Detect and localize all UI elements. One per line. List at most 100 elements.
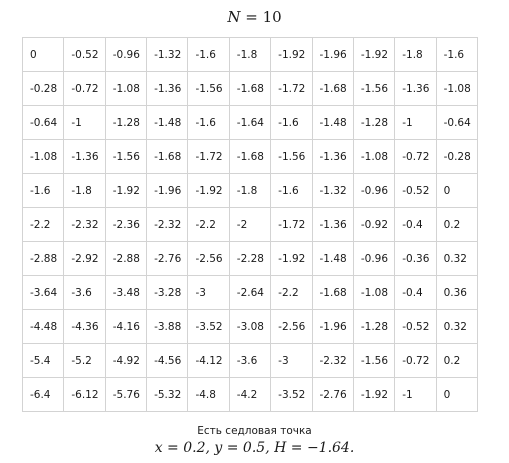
- table-cell: -1: [394, 105, 437, 140]
- page-title: N = 10: [0, 8, 509, 26]
- table-cell: -1.72: [270, 71, 313, 106]
- table-row: -1.08 -1.36 -1.56 -1.68 -1.72 -1.68 -1.56 -1.36…: [21, 139, 479, 174]
- table-cell: -1.08: [435, 71, 479, 106]
- table-cell: -1.96: [311, 309, 354, 344]
- table-cell: -1.56: [270, 139, 313, 174]
- table-cell: -0.4: [394, 207, 437, 242]
- table-row: -4.48 -4.36 -4.16 -3.88 -3.52 -3.08 -2.56 -1.96…: [21, 309, 479, 344]
- table-row: 0 -0.52 -0.96 -1.32 -1.6 -1.8 -1.92 -1.96 -1.92-…: [21, 37, 479, 72]
- table-cell: -0.36: [394, 241, 437, 276]
- table-cell: -0.64: [435, 105, 479, 140]
- table-cell: -3: [187, 275, 230, 310]
- table-cell: -0.52: [394, 309, 437, 344]
- table-cell: -1: [63, 105, 106, 140]
- table-cell: -1.08: [352, 275, 396, 310]
- table-cell: -6.12: [63, 377, 106, 412]
- table-cell: -3.52: [270, 377, 313, 412]
- table-cell: 0.32: [435, 309, 479, 344]
- table-cell: -0.28: [435, 139, 479, 174]
- table-cell: -5.4: [21, 343, 65, 378]
- table-cell: -1.68: [146, 139, 189, 174]
- table-cell: -1.32: [146, 37, 189, 72]
- table-cell: -3.48: [104, 275, 148, 310]
- values-table-body: 0 -0.52 -0.96 -1.32 -1.6 -1.8 -1.92 -1.96 -1.92-…: [21, 37, 479, 412]
- table-cell: -3.88: [146, 309, 189, 344]
- values-table: 0 -0.52 -0.96 -1.32 -1.6 -1.8 -1.92 -1.96 -1.92-…: [21, 37, 479, 412]
- table-cell: -1.56: [352, 71, 396, 106]
- table-cell: 0: [435, 377, 479, 412]
- table-row: -2.88 -2.92 -2.88 -2.76 -2.56 -2.28 -1.92 -1.48…: [21, 241, 479, 276]
- table-cell: -1: [394, 377, 437, 412]
- table-cell: -1.68: [311, 275, 354, 310]
- table-cell: -1.6: [435, 37, 479, 72]
- title-value: = 10: [245, 8, 282, 26]
- table-cell: -1.28: [352, 309, 396, 344]
- table-row: -1.6 -1.8 -1.92 -1.96 -1.92 -1.8 -1.6 -1.32 -0.9…: [21, 173, 479, 208]
- table-cell: 0.2: [435, 343, 479, 378]
- table-cell: -2.56: [270, 309, 313, 344]
- table-cell: -1.36: [311, 139, 354, 174]
- title-variable: N: [227, 8, 241, 26]
- table-cell: -0.28: [21, 71, 65, 106]
- table-cell: -1.92: [104, 173, 148, 208]
- table-cell: -4.92: [104, 343, 148, 378]
- table-cell: -0.4: [394, 275, 437, 310]
- table-cell: -3.08: [228, 309, 272, 344]
- table-cell: -1.68: [228, 139, 272, 174]
- table-cell: -1.08: [21, 139, 65, 174]
- table-cell: -2: [228, 207, 272, 242]
- table-cell: -1.92: [270, 241, 313, 276]
- table-cell: -3.28: [146, 275, 189, 310]
- table-cell: -3: [270, 343, 313, 378]
- table-cell: -0.96: [104, 37, 148, 72]
- table-cell: -4.8: [187, 377, 230, 412]
- table-row: -2.2 -2.32 -2.36 -2.32 -2.2 -2 -1.72 -1.36 -0.92…: [21, 207, 479, 242]
- table-cell: -2.28: [228, 241, 272, 276]
- table-cell: -1.36: [311, 207, 354, 242]
- table-cell: -2.92: [63, 241, 106, 276]
- table-cell: -0.64: [21, 105, 65, 140]
- table-cell: -1.8: [394, 37, 437, 72]
- table-cell: -1.6: [270, 173, 313, 208]
- table-cell: -4.36: [63, 309, 106, 344]
- table-cell: -1.36: [394, 71, 437, 106]
- table-cell: -1.28: [104, 105, 148, 140]
- table-cell: -0.72: [63, 71, 106, 106]
- table-cell: -2.88: [104, 241, 148, 276]
- table-cell: -1.36: [146, 71, 189, 106]
- table-cell: -1.96: [311, 37, 354, 72]
- table-cell: -2.32: [311, 343, 354, 378]
- table-cell: -3.6: [63, 275, 106, 310]
- table-cell: -1.56: [104, 139, 148, 174]
- table-cell: -0.52: [394, 173, 437, 208]
- table-row: -0.64 -1 -1.28 -1.48 -1.6 -1.64 -1.6 -1.48 -1.28…: [21, 105, 479, 140]
- table-cell: -5.32: [146, 377, 189, 412]
- table-cell: -2.88: [21, 241, 65, 276]
- table-cell: 0: [21, 37, 65, 72]
- table-cell: -1.8: [63, 173, 106, 208]
- table-row: -3.64 -3.6 -3.48 -3.28 -3 -2.64 -2.2 -1.68 -1.08…: [21, 275, 479, 310]
- table-cell: -1.28: [352, 105, 396, 140]
- table-cell: -1.56: [187, 71, 230, 106]
- table-cell: -2.32: [63, 207, 106, 242]
- table-cell: -1.32: [311, 173, 354, 208]
- table-cell: -3.64: [21, 275, 65, 310]
- table-cell: -5.76: [104, 377, 148, 412]
- table-cell: -1.92: [352, 37, 396, 72]
- table-cell: -4.56: [146, 343, 189, 378]
- table-cell: -4.48: [21, 309, 65, 344]
- table-cell: -4.2: [228, 377, 272, 412]
- table-cell: -1.64: [228, 105, 272, 140]
- table-cell: -1.96: [146, 173, 189, 208]
- table-cell: -2.2: [187, 207, 230, 242]
- table-cell: -1.92: [187, 173, 230, 208]
- table-cell: -2.32: [146, 207, 189, 242]
- table-cell: -6.4: [21, 377, 65, 412]
- table-cell: -2.76: [146, 241, 189, 276]
- table-cell: -1.8: [228, 173, 272, 208]
- table-cell: -0.96: [352, 173, 396, 208]
- table-cell: -1.68: [311, 71, 354, 106]
- table-cell: -1.6: [187, 37, 230, 72]
- table-cell: -3.52: [187, 309, 230, 344]
- table-cell: -1.36: [63, 139, 106, 174]
